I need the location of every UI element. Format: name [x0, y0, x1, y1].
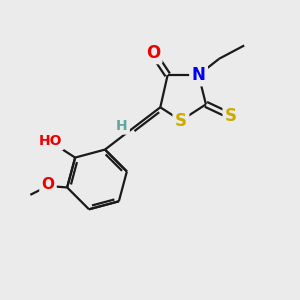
Text: HO: HO — [38, 134, 62, 148]
Text: N: N — [192, 66, 206, 84]
Text: S: S — [175, 112, 187, 130]
Text: O: O — [146, 44, 160, 62]
Text: S: S — [225, 107, 237, 125]
Text: H: H — [116, 118, 128, 133]
Text: O: O — [41, 177, 55, 192]
